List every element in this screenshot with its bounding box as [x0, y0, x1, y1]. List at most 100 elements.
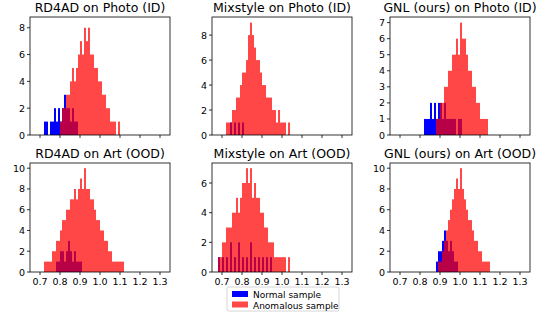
bar [288, 257, 290, 272]
bar [98, 220, 100, 272]
x-tick [140, 272, 141, 275]
y-tick [387, 118, 390, 119]
y-tick-label: 4 [201, 207, 207, 218]
bar [444, 230, 446, 272]
x-tick [140, 135, 141, 138]
y-tick [209, 110, 212, 111]
panel: Mixstyle on Photo (ID)02468 [201, 0, 352, 141]
bar [270, 98, 272, 135]
x-tick [160, 272, 161, 275]
bar [446, 87, 448, 135]
bar [46, 262, 48, 272]
y-tick [387, 168, 390, 169]
x-tick-label: 0.9 [254, 276, 269, 287]
bars [218, 168, 290, 272]
x-tick-label: 0.7 [32, 276, 47, 287]
bar [80, 41, 82, 135]
x-tick [460, 135, 461, 138]
bar [260, 73, 262, 135]
y-tick [209, 85, 212, 86]
bar [242, 183, 244, 272]
x-tick-label: 0.9 [72, 276, 87, 287]
y-tick [209, 135, 212, 136]
bar [232, 110, 234, 135]
x-tick [282, 135, 283, 138]
bar [468, 220, 470, 272]
bar [270, 242, 272, 272]
bar [90, 55, 92, 135]
x-tick [400, 272, 401, 275]
bar [240, 198, 242, 272]
bar [62, 108, 64, 135]
bar [230, 228, 232, 272]
y-tick [27, 209, 30, 210]
y-tick [387, 86, 390, 87]
y-tick [27, 251, 30, 252]
title: Mixstyle on Photo (ID) [213, 0, 351, 15]
legend-swatch [232, 291, 248, 297]
bar [480, 119, 482, 135]
bar [440, 251, 442, 272]
legend-label: Normal sample [253, 290, 322, 300]
y-tick-label: 6 [201, 178, 207, 189]
x-tick-label: 1.0 [274, 276, 289, 287]
y-tick-label: 2 [201, 237, 207, 248]
y-tick [209, 183, 212, 184]
bar [96, 220, 98, 272]
bar [66, 95, 68, 135]
panel: GNL (ours) on Photo (ID)01234567 [379, 0, 537, 141]
bar [258, 198, 260, 272]
bar [450, 71, 452, 135]
y-tick-label: 4 [201, 80, 207, 91]
bar [238, 98, 240, 135]
y-tick [27, 272, 30, 273]
bar [476, 241, 478, 272]
bar [226, 123, 228, 135]
bar [288, 123, 290, 135]
bar [432, 119, 434, 135]
y-tick-label: 10 [373, 163, 385, 174]
bar [220, 257, 222, 272]
bar [48, 262, 50, 272]
x-tick-label: 1.0 [92, 276, 107, 287]
bar [88, 189, 90, 272]
bar [84, 28, 86, 135]
x-tick [160, 135, 161, 138]
title: RD4AD on Photo (ID) [35, 0, 166, 15]
x-tick-label: 1.3 [334, 276, 349, 287]
x-tick [120, 272, 121, 275]
y-tick-label: 0 [19, 267, 25, 278]
bar [86, 41, 88, 135]
bar [280, 257, 282, 272]
y-tick-label: 4 [19, 225, 25, 236]
bar [250, 23, 252, 135]
bar [266, 98, 268, 135]
bar [98, 81, 100, 135]
bar [268, 242, 270, 272]
y-tick-label: 7 [379, 17, 385, 28]
y-tick [27, 230, 30, 231]
y-tick [27, 54, 30, 55]
bar [452, 199, 454, 272]
bar [120, 262, 122, 272]
bar [466, 210, 468, 272]
bar [230, 123, 232, 135]
bar [454, 55, 456, 135]
x-tick [520, 272, 521, 275]
bar [248, 183, 250, 272]
bars [44, 28, 120, 135]
bar [100, 230, 102, 272]
bar [122, 262, 124, 272]
x-tick-label: 1.1 [472, 276, 487, 287]
bar [484, 262, 486, 272]
x-tick [302, 135, 303, 138]
y-tick-label: 6 [379, 204, 385, 215]
x-tick-label: 1.0 [452, 276, 467, 287]
x-tick-label: 1.2 [492, 276, 507, 287]
figure: RD4AD on Photo (ID)02468Mixstyle on Phot… [0, 0, 550, 312]
y-tick [387, 135, 390, 136]
bar [108, 108, 110, 135]
bar [246, 168, 248, 272]
frame [30, 163, 170, 272]
frame [212, 17, 352, 135]
